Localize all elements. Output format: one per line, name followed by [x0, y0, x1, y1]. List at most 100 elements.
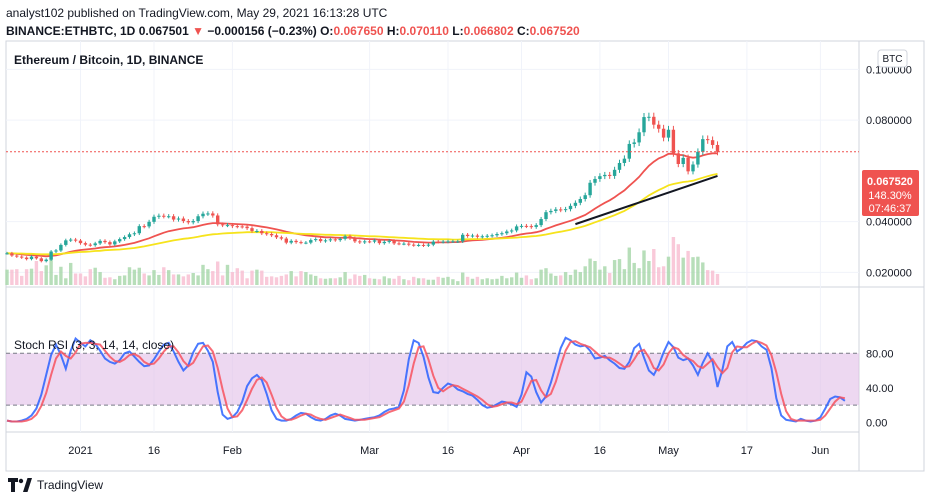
volume-bar	[157, 274, 161, 285]
candle-body	[397, 243, 401, 245]
stoch-rsi-line	[6, 336, 846, 423]
candle-body	[701, 139, 705, 152]
candle-body	[348, 236, 352, 239]
volume-bar	[382, 276, 386, 285]
candle-body	[255, 230, 259, 232]
stoch-tick-label: 0.00	[866, 417, 887, 429]
candle-body	[573, 202, 578, 206]
tradingview-logo-icon	[8, 478, 32, 492]
candle-body	[260, 230, 264, 234]
candle-body	[5, 253, 9, 255]
candle-body	[402, 243, 406, 245]
volume-bar	[676, 244, 680, 285]
volume-bar	[186, 274, 190, 285]
candle-body	[343, 236, 347, 239]
volume-bar	[573, 269, 578, 285]
candle-body	[113, 241, 117, 245]
volume-bar	[113, 279, 117, 285]
candle-body	[44, 259, 48, 262]
volume-bar	[544, 268, 548, 285]
volume-bar	[696, 256, 700, 285]
volume-bar	[20, 275, 24, 285]
footer-brand: TradingView	[37, 478, 104, 492]
close-value: 0.067520	[529, 24, 580, 38]
change-down-icon: ▼	[192, 24, 204, 38]
stoch-band	[6, 352, 859, 406]
candle-body	[554, 209, 558, 211]
volume-bar	[93, 267, 97, 285]
time-tick-label: 17	[741, 445, 753, 457]
candle-body	[64, 240, 68, 245]
volume-bar	[461, 272, 465, 285]
stoch-band-fill	[6, 353, 859, 406]
candle-body	[461, 234, 465, 242]
candle-body	[98, 240, 102, 244]
overlays	[6, 151, 859, 226]
candle-body	[598, 176, 602, 179]
candle-body	[363, 241, 367, 243]
volume-bar	[377, 279, 382, 285]
volume-bar	[59, 266, 63, 285]
stoch-rsi-title: Stoch RSI (3, 3, 14, 14, close)	[14, 338, 174, 352]
currency-badge[interactable]	[877, 49, 908, 68]
candle-body	[637, 132, 641, 143]
trend-line	[575, 174, 718, 226]
candle-body	[201, 213, 205, 217]
candle-body	[539, 219, 543, 226]
volume-bar	[132, 269, 137, 285]
price-tick-label: 0.040000	[866, 217, 912, 229]
volume-bar	[519, 277, 524, 285]
price-tick-label: 0.080000	[866, 115, 912, 127]
volume-bar	[294, 276, 298, 285]
volume-bar	[284, 274, 288, 285]
volume-bar	[480, 279, 484, 285]
candle-body	[235, 226, 239, 228]
chart-area[interactable]: 0.1000000.0800000.0400000.02000080.0040.…	[0, 40, 934, 472]
candle-body	[39, 258, 43, 262]
volume-bar	[681, 257, 685, 285]
candle-body	[451, 241, 455, 243]
candle-body	[314, 239, 318, 241]
candle-body	[559, 209, 563, 211]
volume-bar	[549, 273, 553, 285]
volume-bar	[191, 273, 195, 285]
candle-body	[617, 162, 622, 170]
volume-bar	[64, 278, 68, 285]
volume-bar	[34, 261, 39, 285]
candle-body	[627, 143, 631, 159]
candle-body	[93, 243, 97, 246]
candle-body	[142, 226, 146, 228]
volume-bar	[162, 267, 166, 285]
volume-bar	[510, 277, 514, 285]
candle-body	[24, 257, 29, 260]
volume-bar	[691, 257, 695, 285]
volume-bar	[216, 261, 220, 285]
candle-body	[274, 235, 279, 238]
candle-body	[661, 128, 666, 138]
volume-bar	[49, 255, 53, 285]
candle-body	[524, 225, 529, 227]
close-label: C:	[516, 24, 530, 38]
volume-bar	[485, 278, 489, 285]
candle-body	[514, 226, 519, 231]
candle-body	[382, 241, 386, 244]
volume-bar	[583, 266, 587, 285]
volume-bar	[612, 260, 617, 285]
candle-body	[372, 240, 377, 242]
candle-body	[10, 253, 14, 256]
candle-body	[480, 236, 484, 238]
candle-body	[250, 228, 254, 231]
volume-bar	[593, 261, 597, 285]
candle-body	[127, 234, 132, 238]
volume-bar	[578, 272, 582, 285]
candle-body	[676, 153, 680, 164]
candle-body	[578, 199, 582, 203]
volume-bar	[500, 275, 504, 285]
candle-body	[387, 240, 391, 242]
candle-body	[88, 244, 92, 246]
candle-body	[216, 215, 220, 225]
volume-bar	[559, 275, 563, 285]
volume-bar	[167, 270, 171, 285]
footer[interactable]: TradingView	[8, 478, 103, 492]
candle-body	[176, 218, 181, 220]
